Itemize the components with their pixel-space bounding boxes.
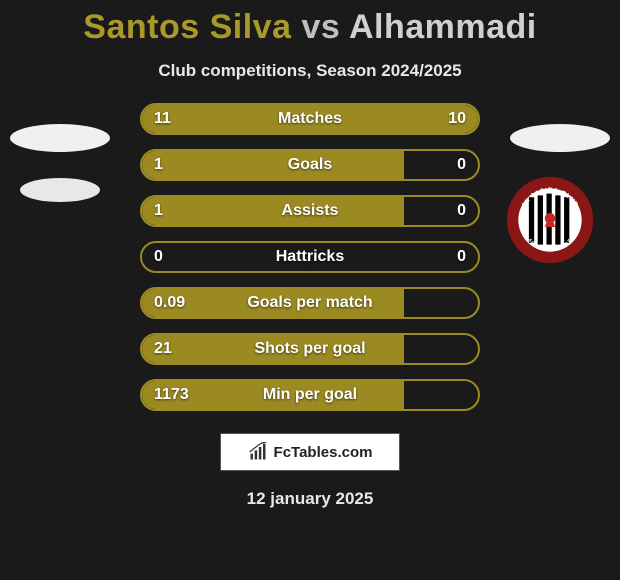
stat-label: Hattricks	[142, 243, 478, 271]
stat-value-right: 10	[448, 105, 466, 133]
player1-avatar-placeholder-2	[20, 178, 100, 202]
stat-value-left: 1	[154, 197, 163, 225]
stat-row: Matches11 10	[140, 103, 480, 135]
stat-value-right: 0	[457, 151, 466, 179]
player2-name: Alhammadi	[349, 8, 537, 46]
stat-value-left: 0	[154, 243, 163, 271]
stat-row: Hattricks0 0	[140, 241, 480, 273]
stat-label: Shots per goal	[142, 335, 478, 363]
stat-row: Assists1 0	[140, 195, 480, 227]
stat-value-left: 1173	[154, 381, 189, 409]
stat-label: Assists	[142, 197, 478, 225]
subtitle: Club competitions, Season 2024/2025	[0, 61, 620, 81]
stat-value-right: 0	[457, 197, 466, 225]
stat-label: Matches	[142, 105, 478, 133]
stat-value-left: 1	[154, 151, 163, 179]
stat-label: Goals per match	[142, 289, 478, 317]
stat-row: Goals1 0	[140, 149, 480, 181]
stat-row: Shots per goal21	[140, 333, 480, 365]
stat-value-left: 0.09	[154, 289, 185, 317]
player2-avatar-placeholder	[510, 124, 610, 152]
date-text: 12 january 2025	[0, 489, 620, 509]
chart-icon	[248, 442, 268, 462]
badge-text: FcTables.com	[274, 444, 373, 461]
comparison-title: Santos Silva vs Alhammadi	[0, 0, 620, 47]
stat-value-left: 21	[154, 335, 172, 363]
fctables-badge: FcTables.com	[220, 433, 400, 471]
vs-text: vs	[301, 8, 340, 46]
al-jazira-logo-icon: AL JAZIRA CLUB ABU DHABI · UAE	[506, 176, 594, 264]
stat-row: Min per goal1173	[140, 379, 480, 411]
stat-value-left: 11	[154, 105, 171, 133]
stat-row: Goals per match0.09	[140, 287, 480, 319]
player2-club-logo: AL JAZIRA CLUB ABU DHABI · UAE	[506, 176, 594, 264]
player1-avatar-placeholder-1	[10, 124, 110, 152]
player1-name: Santos Silva	[83, 8, 291, 46]
stat-label: Goals	[142, 151, 478, 179]
stat-value-right: 0	[457, 243, 466, 271]
stat-label: Min per goal	[142, 381, 478, 409]
